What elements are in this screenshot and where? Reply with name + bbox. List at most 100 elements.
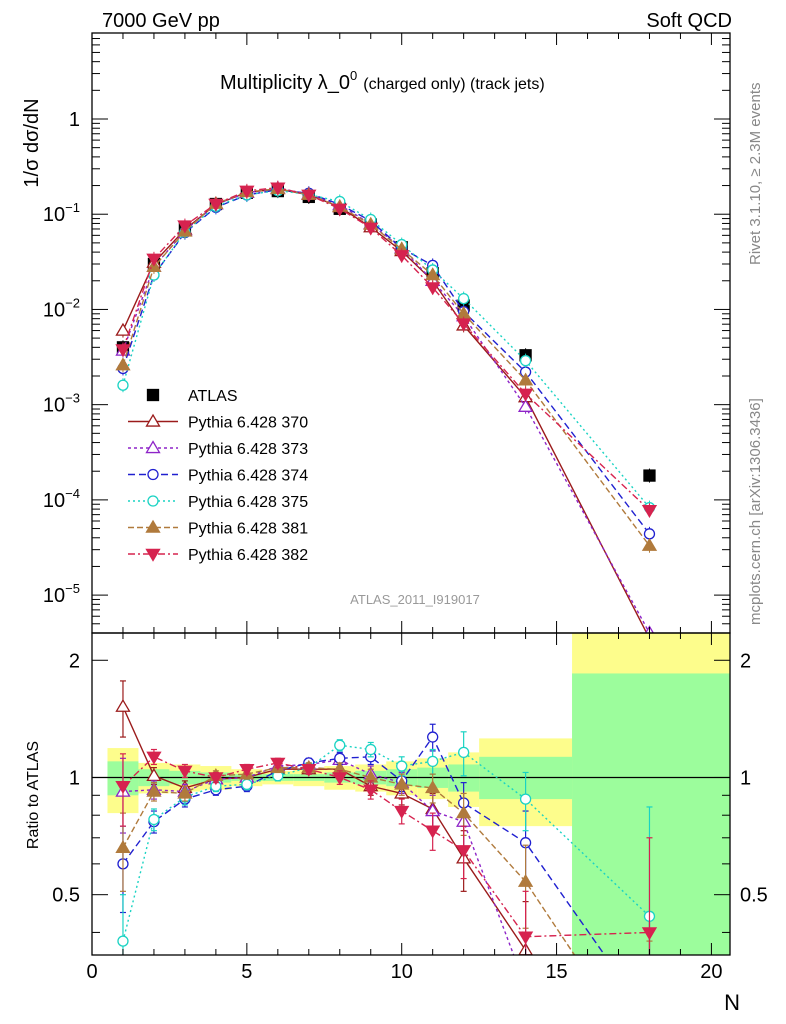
ratio-point-5-7 (332, 772, 348, 786)
main-point-5-0 (115, 357, 131, 371)
x-tick-label-20: 20 (700, 961, 722, 983)
legend-marker-0 (146, 388, 160, 402)
legend-label-6: Pythia 6.428 382 (188, 547, 308, 564)
ratio-point-4-9 (394, 776, 410, 790)
main-point-5-10 (425, 267, 441, 281)
main-series-line-2 (122, 187, 651, 633)
x-tick-label-0: 0 (86, 961, 97, 983)
ratio-point-2-13 (644, 1014, 654, 1024)
ratio-point-4-0 (115, 839, 131, 853)
legend-label-3: Pythia 6.428 374 (188, 468, 308, 485)
main-point-6-8 (363, 222, 379, 236)
main-point-6-12 (517, 388, 534, 402)
header-right: Soft QCD (646, 10, 732, 32)
ratio-point-3-10 (427, 755, 439, 768)
ratio-series-line-0 (122, 706, 527, 951)
main-series-0 (116, 184, 656, 483)
main-point-6-5 (270, 182, 286, 196)
main-y-tick-label-0: 1 (69, 109, 80, 131)
main-title-sup: 0 (350, 68, 357, 83)
ratio-point-4-12 (517, 873, 534, 887)
main-point-0-13 (643, 469, 656, 482)
main-series-6 (115, 180, 658, 518)
main-point-6-3 (208, 198, 224, 212)
legend-marker-4 (147, 495, 159, 507)
ratio-point-5-2 (177, 765, 193, 779)
ratio-point-3-1 (148, 813, 160, 826)
ratio-series-line-2 (122, 735, 606, 955)
ratio-point-1-12 (519, 980, 532, 991)
legend-item-1: Pythia 6.428 370 (128, 413, 308, 432)
band-green-13 (572, 673, 730, 955)
legend-label-4: Pythia 6.428 375 (188, 494, 308, 511)
main-series-line-6 (122, 186, 650, 511)
main-series-line-3 (122, 188, 651, 535)
main-point-6-0 (115, 344, 131, 358)
ratio-y-tick-label-left-0: 0.5 (52, 885, 80, 907)
x-tick-label-5: 5 (241, 961, 252, 983)
ratio-frame (91, 632, 731, 956)
main-point-2-12 (517, 399, 534, 412)
ratio-y-tick-label-left-2: 2 (69, 650, 80, 672)
main-title-rest: (charged only) (track jets) (363, 76, 544, 93)
ratio-point-5-0 (115, 780, 131, 794)
ratio-y-tick-label-right-0: 0.5 (740, 885, 768, 907)
ratio-point-5-4 (239, 764, 255, 778)
side-label-bottom: mcplots.cern.ch [arXiv:1306.3436] (747, 398, 764, 625)
main-point-6-9 (394, 250, 410, 264)
main-series-4 (117, 183, 656, 515)
x-tick-label-10: 10 (391, 961, 413, 983)
ratio-ylabel: Ratio to ATLAS (25, 741, 42, 849)
ratio-series-line-4 (122, 766, 576, 955)
ratio-point-3-8 (365, 743, 377, 756)
x-tick-label-15: 15 (545, 961, 567, 983)
ratio-point-5-13 (641, 927, 658, 941)
main-title: Multiplicity λ_00 (charged only) (track j… (220, 68, 545, 94)
ratio-y-tick-label-right-1: 1 (740, 767, 751, 789)
ratio-series-0 (115, 680, 533, 955)
main-point-3-13 (643, 528, 656, 540)
ratio-point-3-12 (519, 793, 532, 805)
side-label-top: Rivet 3.1.10, ≥ 2.3M events (747, 83, 764, 266)
main-ylabel: 1/σ dσ/dN (21, 98, 43, 187)
main-y-tick-label-5: 10−5 (43, 581, 80, 607)
legend-item-6: Pythia 6.428 382 (128, 547, 308, 564)
ratio-point-5-9 (394, 805, 410, 819)
ratio-point-3-9 (396, 760, 408, 772)
ratio-y-tick-label-right-2: 2 (740, 650, 751, 672)
ratio-point-3-7 (334, 739, 346, 751)
ratio-point-4-11 (456, 805, 472, 819)
ratio-series-5 (115, 748, 658, 955)
ratio-point-5-8 (363, 784, 379, 798)
ratio-point-0-0 (115, 698, 131, 712)
legend-item-0: ATLAS (146, 388, 238, 405)
ratio-point-5-3 (208, 772, 224, 786)
ratio-y-tick-label-left-1: 1 (69, 767, 80, 789)
ratio-point-2-10 (427, 731, 439, 743)
main-point-6-2 (177, 220, 193, 234)
main-series-2 (115, 180, 655, 633)
legend-marker-1 (145, 413, 161, 427)
legend-marker-5 (145, 519, 161, 533)
header-left: 7000 GeV pp (102, 10, 220, 32)
legend-label-2: Pythia 6.428 373 (188, 441, 308, 458)
legend-label-1: Pythia 6.428 370 (188, 415, 308, 432)
axes-layer: 0 5 10 15 20 1 10−1 10−2 10−3 10−4 10−5 0.5 0.5 1 1 2 2 (43, 32, 768, 983)
legend-item-5: Pythia 6.428 381 (128, 519, 308, 538)
main-point-4-11 (458, 292, 470, 305)
main-point-6-11 (456, 318, 472, 332)
ratio-point-5-12 (517, 931, 534, 945)
main-series-layer (115, 180, 658, 633)
x-axis-label: N (724, 990, 740, 1015)
ratio-series-line-3 (122, 744, 650, 942)
ratio-series-4 (115, 759, 653, 955)
legend-marker-6 (145, 548, 161, 562)
legend-item-2: Pythia 6.428 373 (128, 440, 308, 458)
ratio-point-5-1 (146, 751, 162, 765)
main-series-line-5 (122, 188, 651, 547)
main-point-6-13 (641, 504, 658, 518)
legend-marker-2 (145, 440, 161, 454)
main-point-4-0 (117, 379, 129, 391)
main-y-tick-label-1: 10−1 (43, 200, 80, 226)
